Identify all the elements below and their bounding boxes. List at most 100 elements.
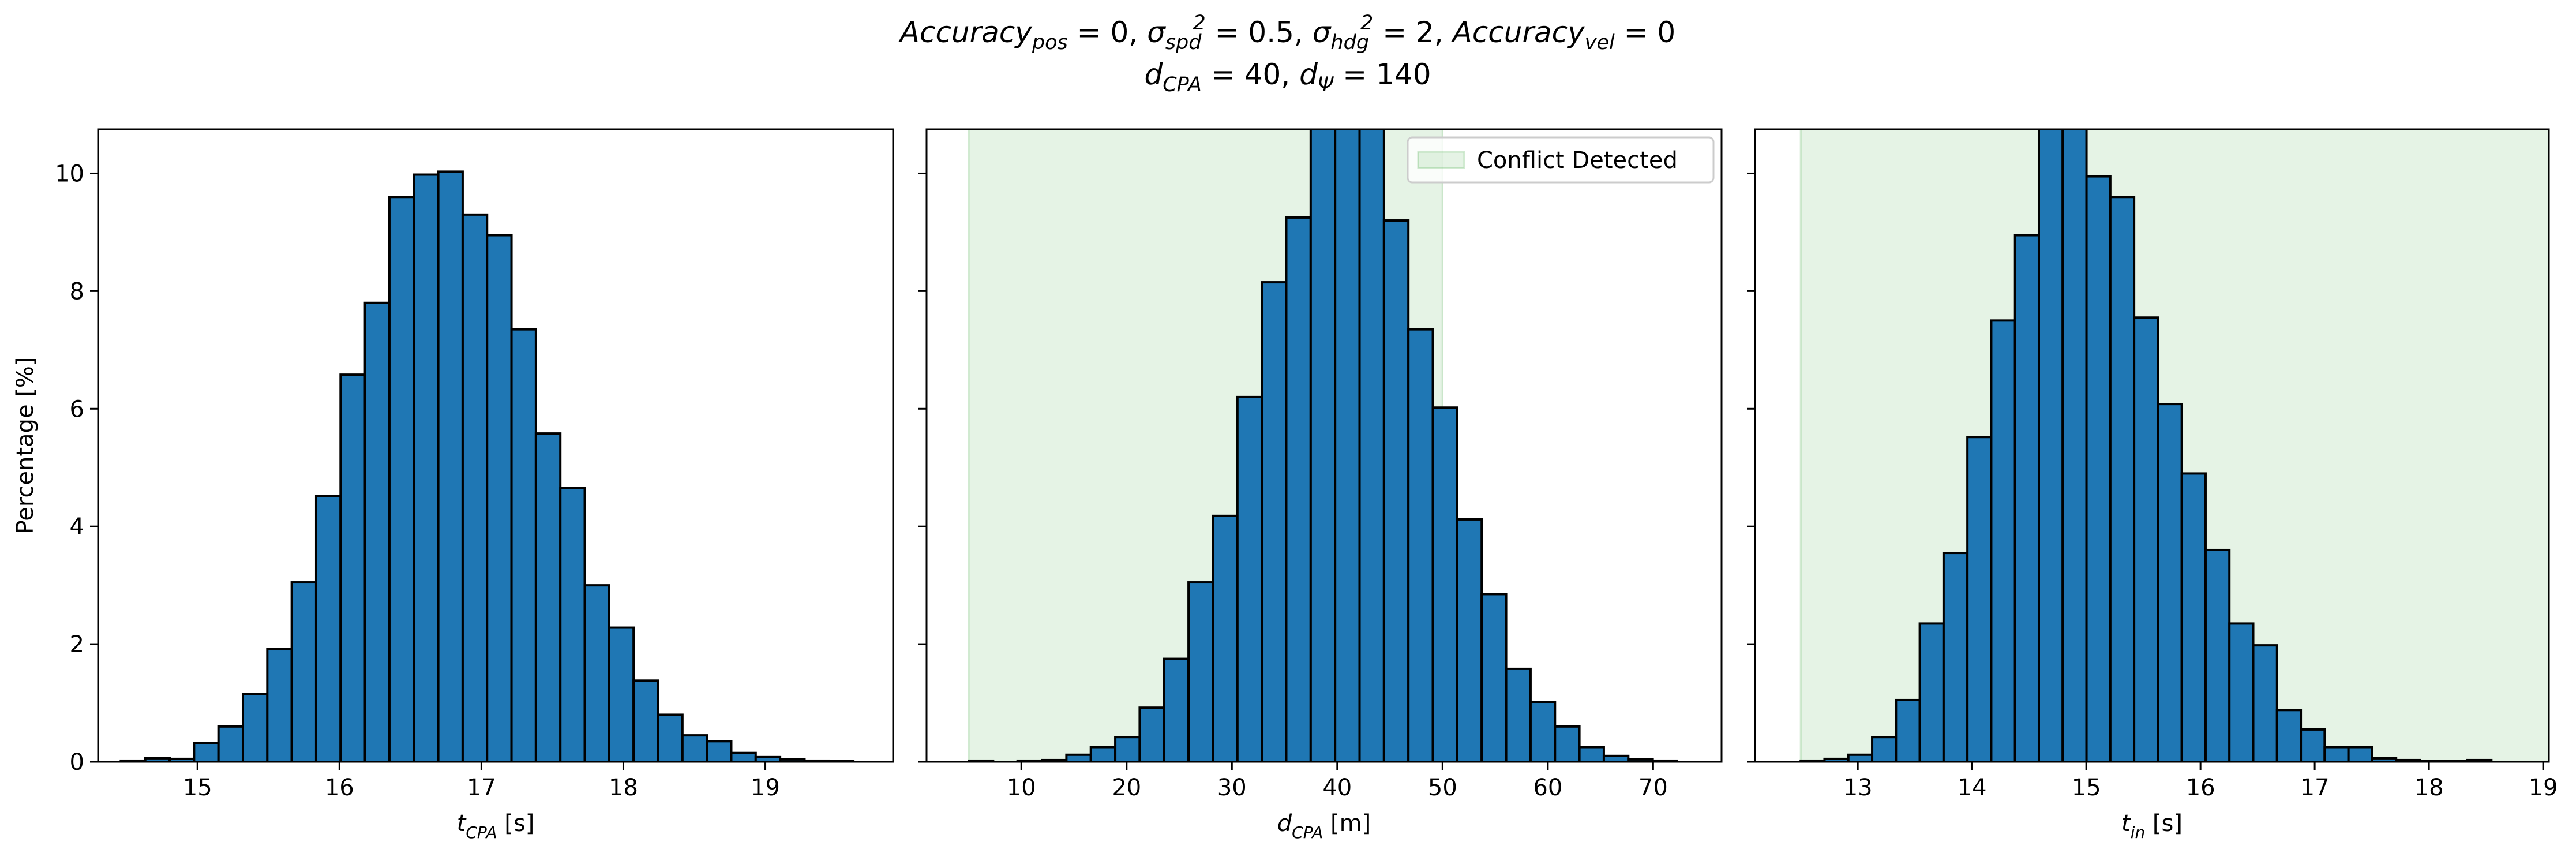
y-tick-label: 8: [70, 278, 84, 305]
histogram-bar: [1529, 701, 1557, 762]
histogram-bar: [1480, 593, 1508, 762]
x-tick-label: 14: [1958, 775, 1987, 801]
legend: Conflict Detected: [1407, 136, 1715, 184]
histogram-bar: [363, 301, 391, 762]
histogram-bar: [559, 487, 586, 762]
histogram-bar: [681, 734, 708, 762]
x-tick-label: 19: [751, 775, 780, 801]
axes-frame: [97, 128, 894, 763]
x-tick-label: 60: [1533, 775, 1562, 801]
x-tick-label: 16: [2186, 775, 2215, 801]
histogram-bar: [1966, 436, 1993, 762]
histogram-bar: [2109, 196, 2136, 762]
histogram-bar: [608, 626, 635, 762]
x-tick-label: 20: [1112, 775, 1141, 801]
histogram-bar: [2013, 234, 2040, 762]
histogram-bar: [486, 234, 513, 762]
x-tick-label: 13: [1843, 775, 1873, 801]
subplot-1: 15 16 17 18 19 0 2 4 6 8 10 tCPA [s] Percentage [%]: [12, 128, 894, 842]
x-tick-label: 18: [2414, 775, 2444, 801]
axes-frame: [925, 128, 1723, 763]
x-tick-label: 17: [2300, 775, 2330, 801]
x-tick-label: 15: [2072, 775, 2101, 801]
histogram-bar: [1602, 754, 1630, 762]
histogram-bar: [1847, 753, 1874, 762]
histogram-bar: [1261, 281, 1288, 762]
histogram-bar: [1382, 219, 1410, 762]
histogram-bar: [2275, 709, 2303, 762]
histogram-bar: [2085, 175, 2112, 762]
histogram-bar: [583, 584, 610, 762]
histogram-bar: [1089, 746, 1117, 762]
x-tick-label: 10: [1007, 775, 1036, 801]
figure-title-line-2: dCPA = 40, dΨ = 140: [1144, 58, 1431, 96]
histogram-bar: [1187, 581, 1214, 762]
y-tick-label: 4: [70, 514, 84, 540]
y-tick-label: 0: [70, 749, 84, 776]
histogram-bar: [1990, 319, 2016, 762]
histogram-bar: [2204, 548, 2231, 762]
histogram-bar: [437, 170, 464, 762]
legend-label: Conflict Detected: [1477, 147, 1678, 174]
histogram-bar: [1918, 622, 1945, 762]
histogram-bar: [1236, 395, 1263, 762]
histogram-bar: [1456, 518, 1483, 762]
histogram-bar: [2228, 622, 2255, 762]
histogram-bar: [461, 213, 489, 762]
histogram-bar: [217, 725, 244, 762]
histogram-bar: [1114, 736, 1141, 762]
histogram-bar: [2300, 728, 2326, 762]
legend-swatch: [1417, 151, 1465, 169]
histogram-bar: [730, 751, 757, 762]
histogram-bar: [1358, 129, 1385, 762]
x-tick-label: 50: [1428, 775, 1457, 801]
y-axis-label: Percentage [%]: [12, 357, 39, 534]
histogram-bar: [2347, 746, 2373, 762]
figure-title-line-1: Accuracypos = 0, σspd2 = 0.5, σhdg2 = 2,…: [898, 12, 1676, 54]
x-tick-label: 70: [1638, 775, 1668, 801]
histogram-bar: [2061, 129, 2088, 762]
histogram-bar: [1554, 725, 1581, 762]
histogram-bar: [339, 373, 366, 762]
histogram-bar: [314, 495, 342, 762]
histogram-bar: [1871, 736, 1898, 762]
y-tick-label: 6: [70, 396, 84, 422]
histogram-bar: [1309, 129, 1337, 762]
x-axis-label: tin [s]: [2121, 810, 2183, 842]
histogram-bar: [1065, 753, 1092, 762]
x-tick-label: 15: [183, 775, 212, 801]
histogram-bar: [413, 173, 440, 762]
histogram-bar: [388, 196, 415, 762]
x-tick-label: 40: [1322, 775, 1352, 801]
histogram-bar: [1895, 698, 1921, 762]
histogram-bar: [1138, 706, 1165, 762]
histogram-bar: [1285, 216, 1312, 762]
x-tick-label: 16: [325, 775, 354, 801]
x-tick-label: 19: [2529, 775, 2558, 801]
histogram-bar: [2133, 316, 2159, 762]
histogram-bar: [2323, 746, 2350, 762]
histogram-bar: [1212, 514, 1239, 762]
histogram-bar: [1942, 552, 1969, 762]
histogram-bar: [1163, 657, 1190, 762]
histogram-bar: [1334, 129, 1361, 762]
histogram-bar: [1505, 667, 1532, 762]
histogram-bar: [266, 648, 293, 762]
histogram-bar: [2157, 403, 2183, 762]
histogram-bar: [706, 740, 733, 762]
x-tick-label: 18: [609, 775, 638, 801]
histogram-bar: [193, 742, 220, 762]
y-tick-label: 10: [55, 160, 84, 187]
histogram-bar: [510, 328, 537, 762]
histogram-bar: [2037, 129, 2064, 762]
histogram-bar: [632, 679, 659, 762]
x-axis-label: tCPA [s]: [457, 810, 535, 842]
histogram-bar: [2180, 472, 2207, 762]
histogram-bar: [241, 693, 269, 762]
histogram-bar: [2252, 644, 2278, 762]
axes-frame: [1754, 128, 2550, 763]
histogram-bar: [2466, 758, 2493, 762]
histogram-bar: [290, 581, 317, 762]
x-tick-label: 17: [467, 775, 496, 801]
